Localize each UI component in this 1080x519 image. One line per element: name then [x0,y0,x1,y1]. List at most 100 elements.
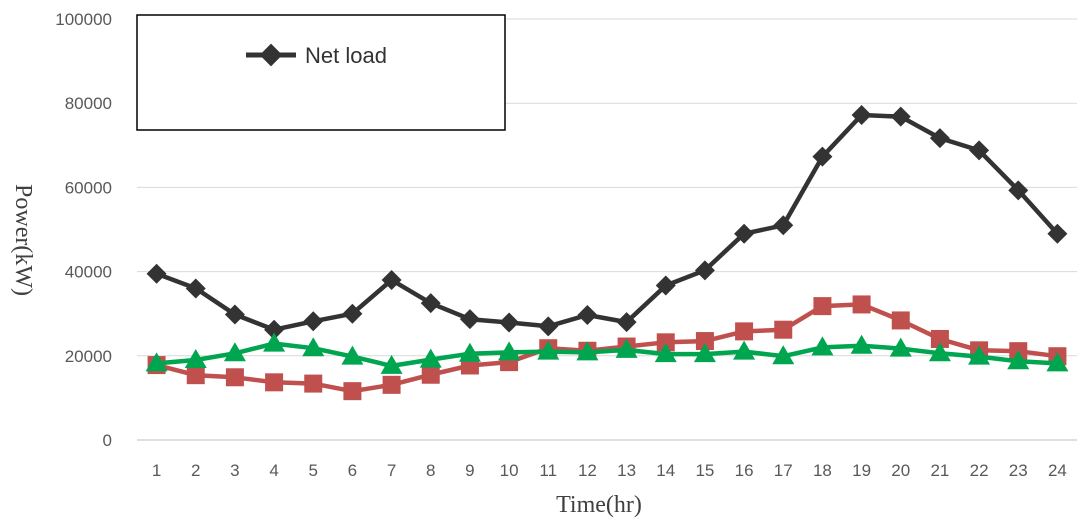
data-point-diamond [1047,223,1068,244]
data-point-diamond [929,128,950,149]
x-tick-label: 17 [774,461,793,480]
data-point-diamond [538,316,559,337]
data-point-triangle [693,343,716,363]
legend: Net load [136,14,506,131]
data-point-diamond [694,260,715,281]
x-tick-label: 11 [539,461,557,480]
data-point-triangle [184,349,207,369]
data-point-triangle [458,342,481,362]
x-tick-label: 19 [852,461,871,480]
series-group [145,104,1069,401]
y-tick-label: 0 [103,431,112,450]
data-point-square [382,375,401,394]
legend-label-net-load: Net load [305,43,387,68]
data-point-triangle [145,352,168,372]
data-point-triangle [380,354,403,374]
data-point-diamond [342,303,363,324]
data-point-diamond [224,304,245,325]
y-tick-label: 100000 [55,10,112,29]
data-point-triangle [419,348,442,368]
data-point-diamond [890,106,911,127]
x-tick-label: 3 [230,461,239,480]
data-point-triangle [1007,350,1030,370]
data-point-triangle [263,332,286,352]
y-tick-label: 20000 [65,347,112,366]
data-point-diamond [734,223,755,244]
data-point-diamond [185,278,206,299]
series-diamond [146,104,1068,340]
y-tick-label: 80000 [65,94,112,113]
data-point-square [656,333,675,352]
x-tick-label: 14 [656,461,675,480]
data-point-square [852,295,871,314]
data-point-diamond [577,304,598,325]
data-point-diamond [655,275,676,296]
y-axis-ticks: 0 20000 40000 60000 80000 100000 [55,10,112,450]
x-tick-label: 21 [930,461,949,480]
data-point-triangle [968,345,991,365]
data-point-diamond [420,293,441,314]
x-tick-label: 16 [735,461,754,480]
legend-box [136,14,506,131]
x-tick-label: 13 [617,461,636,480]
series-line [155,112,1060,332]
data-point-triangle [537,340,560,360]
data-point-triangle [772,345,795,365]
data-point-square [774,320,793,339]
x-tick-label: 9 [465,461,474,480]
data-point-triangle [811,336,834,356]
data-point-square [891,311,910,330]
data-point-triangle [654,343,677,363]
x-tick-label: 2 [191,461,200,480]
x-tick-label: 12 [578,461,597,480]
data-point-square [343,382,362,401]
data-point-square [813,297,832,316]
data-point-square [695,332,714,351]
y-axis-title: Power(kW) [10,184,36,296]
x-tick-label: 4 [269,461,278,480]
data-point-triangle [733,340,756,360]
x-tick-label: 8 [426,461,435,480]
data-point-diamond [1008,180,1029,201]
data-point-diamond [812,146,833,167]
x-tick-label: 23 [1009,461,1028,480]
series-square [147,295,1067,401]
data-point-square [265,373,284,392]
data-point-triangle [341,345,364,365]
y-tick-label: 60000 [65,178,112,197]
x-tick-label: 6 [348,461,357,480]
data-point-diamond [969,140,990,161]
data-point-triangle [889,337,912,357]
x-tick-label: 10 [500,461,519,480]
data-point-square [186,366,205,385]
data-point-square [225,368,244,387]
x-tick-label: 5 [309,461,318,480]
x-tick-label: 7 [387,461,396,480]
data-point-triangle [498,341,521,361]
series-triangle [145,332,1069,374]
data-point-diamond [459,309,480,330]
data-point-triangle [615,338,638,358]
data-point-diamond [264,319,285,340]
data-point-diamond [303,311,324,332]
data-point-square [421,365,440,384]
data-point-triangle [850,334,873,354]
data-point-square [735,322,754,341]
x-axis-ticks: 1 2 3 4 5 6 7 8 9 10 11 12 13 14 15 16 17 18 19 20 21 22 23 24 [152,461,1067,480]
y-tick-label: 40000 [65,263,112,282]
data-point-triangle [576,341,599,361]
x-tick-label: 18 [813,461,832,480]
data-point-square [304,374,323,393]
data-point-triangle [928,342,951,362]
data-point-diamond [851,104,872,125]
x-axis-title: Time(hr) [556,492,642,518]
data-point-diamond [146,263,167,284]
data-point-square [930,329,949,348]
data-point-diamond [773,215,794,236]
x-tick-label: 22 [970,461,989,480]
data-point-triangle [223,342,246,362]
data-point-diamond [616,312,637,333]
data-point-diamond [499,312,520,333]
data-point-triangle [302,337,325,357]
